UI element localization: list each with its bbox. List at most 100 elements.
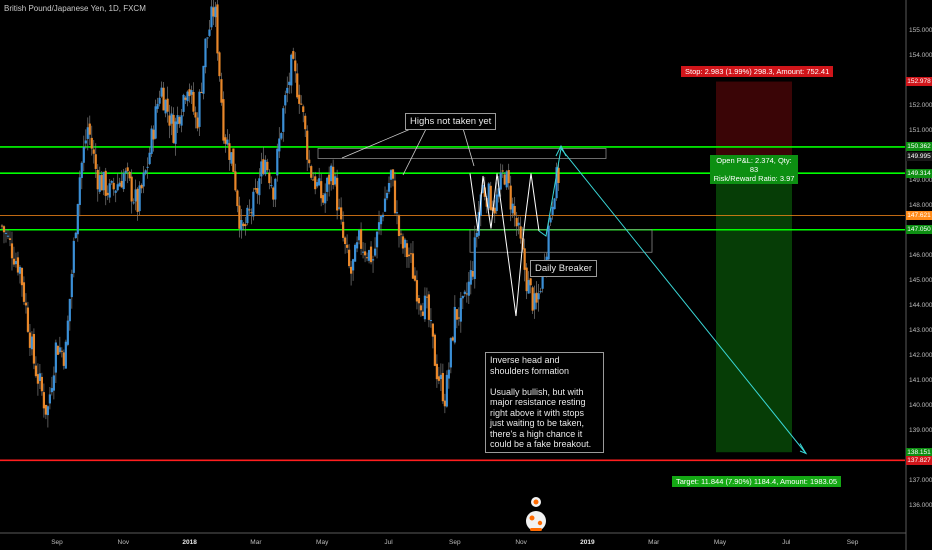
candle-body-113: [226, 139, 229, 145]
chart-title: British Pound/Japanese Yen, 1D, FXCM: [4, 4, 146, 13]
candle-body-224: [447, 369, 450, 379]
candle-body-3: [6, 235, 10, 237]
candle-body-218: [435, 363, 438, 380]
candle-body-233: [465, 293, 468, 295]
candle-body-179: [357, 230, 361, 241]
candle-body-92: [184, 97, 187, 100]
projection-path: [538, 147, 807, 454]
daily-breaker-annotation[interactable]: Daily Breaker: [530, 260, 598, 277]
candle-body-62: [124, 170, 127, 174]
candle-body-94: [188, 89, 191, 97]
daily-breaker-text: Daily Breaker: [535, 263, 593, 274]
candle-body-35: [70, 273, 73, 298]
candle-body-217: [433, 334, 436, 366]
candle-body-185: [369, 246, 373, 263]
candle-body-186: [371, 259, 375, 261]
candle-body-12: [24, 302, 28, 306]
candle-body-173: [346, 244, 349, 248]
candle-body-87: [174, 121, 177, 144]
candle-body-167: [334, 176, 337, 185]
candle-body-63: [126, 167, 129, 172]
candle-body-57: [114, 190, 117, 193]
candle-body-136: [272, 187, 275, 200]
candle-body-255: [509, 185, 512, 210]
candle-body-145: [290, 54, 293, 86]
candle-body-212: [423, 295, 427, 320]
candle-body-112: [224, 137, 227, 144]
candle-body-228: [455, 309, 458, 320]
candle-body-141: [282, 108, 285, 132]
candle-body-125: [250, 212, 253, 214]
candle-body-188: [375, 231, 379, 248]
candle-body-232: [463, 291, 466, 294]
candle-body-11: [22, 282, 26, 302]
candle-body-15: [30, 336, 34, 350]
highs-annotation[interactable]: Highs not taken yet: [405, 113, 497, 130]
candle-body-74: [148, 152, 151, 165]
candle-body-263: [525, 267, 528, 292]
candle-body-22: [44, 404, 47, 415]
candle-body-84: [168, 115, 171, 126]
stop-zone: [716, 81, 792, 157]
y-tick-label: 141.000: [909, 377, 932, 384]
candle-body-194: [387, 183, 391, 192]
candle-body-38: [76, 204, 79, 235]
price-tag: 147.050: [906, 225, 932, 235]
candle-body-24: [48, 394, 51, 404]
price-tag: 147.621: [906, 210, 932, 220]
candle-body-76: [152, 129, 155, 140]
candle-body-205: [409, 253, 413, 255]
ihs-annotation[interactable]: Inverse head and shoulders formation Usu…: [485, 352, 604, 453]
candle-body-184: [367, 250, 371, 261]
stop-label[interactable]: Stop: 2.983 (1.99%) 298.3, Amount: 752.4…: [681, 66, 834, 77]
candle-body-66: [132, 202, 135, 204]
candle-body-222: [443, 400, 446, 407]
candle-body-21: [42, 392, 45, 409]
open-pnl-label[interactable]: Open P&L: 2.374, Qty: 83 Risk/Reward Rat…: [710, 155, 798, 184]
candle-body-86: [172, 114, 175, 143]
ihs-annotation-text: Inverse head and shoulders formation Usu…: [490, 355, 592, 449]
candle-body-266: [531, 287, 534, 311]
price-tag: 149.995: [906, 151, 932, 161]
candle-body-257: [513, 205, 516, 215]
breaker-box: [469, 229, 653, 253]
candle-body-68: [136, 188, 139, 212]
candle-body-158: [316, 182, 319, 187]
candle-body-96: [192, 91, 195, 112]
candle-body-207: [413, 275, 417, 281]
candle-body-10: [20, 267, 24, 286]
projection-peak-arrow: [555, 144, 567, 157]
candle-body-143: [286, 87, 289, 94]
candle-body-197: [393, 180, 397, 214]
candle-body-137: [274, 178, 277, 200]
target-label[interactable]: Target: 11.844 (7.90%) 1184.4, Amount: 1…: [672, 476, 842, 487]
candle-body-220: [439, 374, 442, 380]
x-tick-label: May: [713, 539, 727, 546]
y-tick-label: 148.000: [909, 202, 932, 209]
candle-body-28: [56, 345, 59, 355]
x-tick-label: 2019: [580, 539, 595, 546]
candle-body-139: [278, 138, 281, 152]
candle-body-189: [377, 222, 381, 231]
candle-body-19: [38, 373, 42, 381]
candle-body-200: [399, 233, 403, 235]
candle-body-151: [302, 106, 305, 113]
candle-body-190: [379, 216, 383, 225]
candle-body-241: [481, 185, 484, 193]
candle-body-71: [142, 172, 145, 187]
candle-body-230: [459, 298, 462, 322]
candle-body-26: [52, 375, 55, 391]
candle-body-250: [499, 172, 502, 190]
candle-body-102: [204, 38, 207, 68]
candle-body-195: [389, 170, 393, 180]
candle-body-82: [164, 99, 167, 114]
candle-body-39: [78, 177, 81, 205]
candle-body-67: [134, 189, 137, 202]
candle-body-90: [180, 115, 183, 126]
candle-body-107: [214, 6, 217, 18]
candle-body-88: [176, 115, 179, 125]
candle-body-65: [130, 176, 133, 202]
y-tick-label: 140.000: [909, 402, 932, 409]
candle-body-210: [419, 305, 423, 311]
